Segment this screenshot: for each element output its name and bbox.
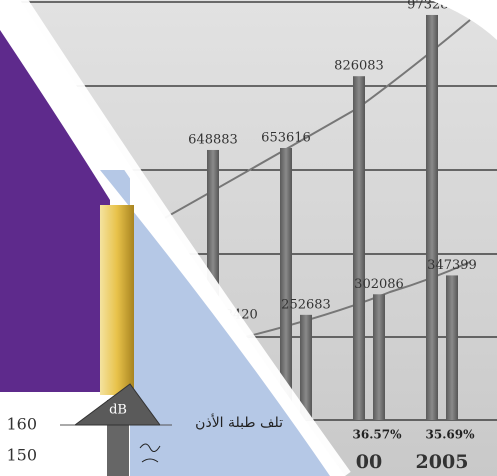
value-label: 252683 — [281, 297, 331, 312]
value-label: 826083 — [334, 59, 384, 74]
scale-caption: تلف طبلة الأذن — [195, 413, 283, 431]
bar — [373, 294, 385, 420]
unit-label: dB — [109, 403, 127, 418]
value-label: 302086 — [354, 277, 404, 292]
scale-tick-label: 160 — [6, 415, 37, 434]
scale-tick-label: 150 — [6, 446, 37, 465]
x-tick-label: 00 — [356, 451, 382, 473]
annotation: 35.69% — [426, 428, 476, 442]
x-tick-label: 2005 — [416, 451, 469, 473]
scene: 0473648883653616826083973286228420252683… — [0, 0, 497, 476]
value-label: 653616 — [261, 130, 311, 145]
gold-column — [100, 205, 134, 395]
value-label: 347399 — [427, 258, 477, 273]
value-label: 648883 — [188, 132, 238, 147]
bar — [446, 275, 458, 420]
annotation: 36.57% — [353, 428, 403, 442]
bar — [426, 15, 438, 420]
bar — [353, 76, 365, 420]
